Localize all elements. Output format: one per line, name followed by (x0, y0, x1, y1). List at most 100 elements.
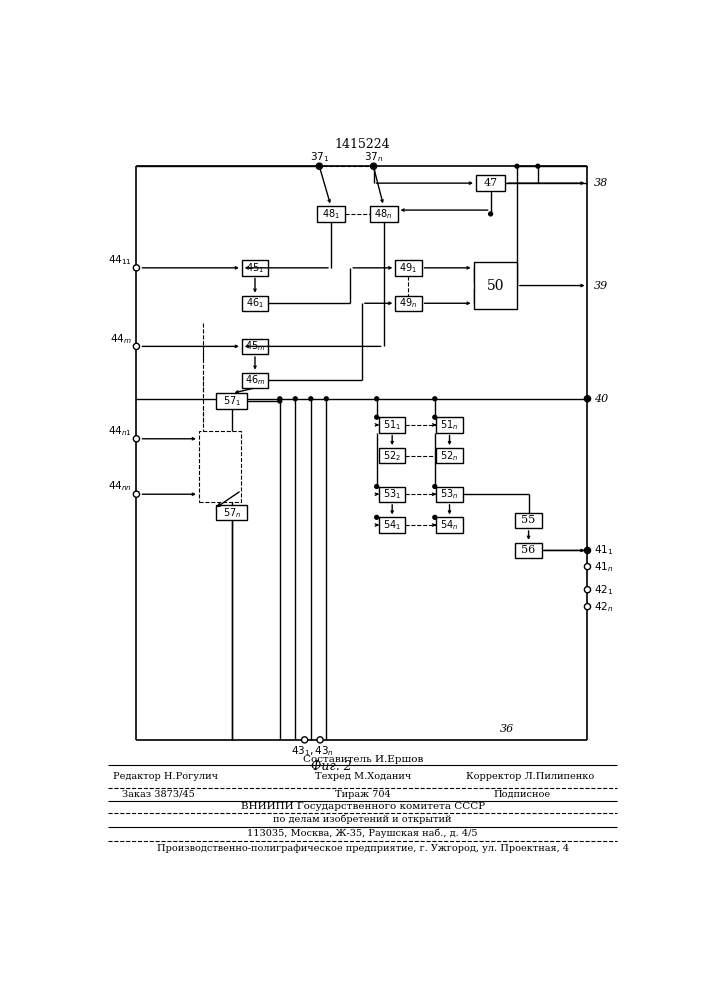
Text: $52_n$: $52_n$ (440, 449, 459, 463)
Text: $49_1$: $49_1$ (399, 261, 418, 275)
Circle shape (316, 163, 322, 169)
Text: $54_1$: $54_1$ (383, 518, 402, 532)
Circle shape (433, 485, 437, 488)
Bar (476, 175, 506, 191)
Text: $42_1$: $42_1$ (594, 583, 613, 597)
Bar (515, 543, 542, 558)
Text: Подписное: Подписное (493, 790, 551, 799)
Circle shape (585, 564, 590, 570)
Circle shape (433, 515, 437, 519)
Text: $53_n$: $53_n$ (440, 487, 459, 501)
Text: $48_1$: $48_1$ (322, 207, 340, 221)
Text: 39: 39 (594, 281, 608, 291)
Text: Составитель И.Ершов: Составитель И.Ершов (303, 755, 423, 764)
Circle shape (536, 164, 540, 168)
Text: 56: 56 (522, 545, 536, 555)
Text: $41_1$: $41_1$ (594, 544, 613, 557)
Circle shape (317, 737, 323, 743)
Text: по делам изобретений и открытий: по делам изобретений и открытий (274, 814, 452, 824)
Text: $51_1$: $51_1$ (383, 418, 402, 432)
Circle shape (515, 164, 519, 168)
Circle shape (585, 547, 590, 554)
Circle shape (134, 343, 139, 349)
Text: $37_1$: $37_1$ (310, 150, 329, 164)
Bar (242, 296, 268, 311)
Circle shape (372, 164, 375, 168)
Circle shape (585, 587, 590, 593)
Text: $45_1$: $45_1$ (246, 261, 264, 275)
Text: 38: 38 (594, 178, 608, 188)
Bar (317, 206, 345, 222)
Circle shape (325, 397, 328, 401)
Circle shape (370, 163, 377, 169)
Text: 50: 50 (486, 279, 504, 293)
Bar (242, 260, 268, 276)
Text: $44_{n1}$: $44_{n1}$ (108, 424, 132, 438)
Circle shape (317, 164, 321, 168)
Bar (436, 517, 462, 533)
Circle shape (585, 397, 590, 401)
Text: $37_n$: $37_n$ (364, 150, 383, 164)
Text: Производственно-полиграфическое предприятие, г. Ужгород, ул. Проектная, 4: Производственно-полиграфическое предприя… (157, 844, 569, 853)
Text: 40: 40 (594, 394, 608, 404)
Text: $42_n$: $42_n$ (594, 600, 613, 614)
Circle shape (278, 399, 281, 403)
Text: 1415224: 1415224 (335, 138, 390, 151)
Circle shape (433, 397, 437, 401)
Text: $41_n$: $41_n$ (594, 560, 613, 573)
Bar (436, 448, 462, 463)
Circle shape (375, 415, 379, 419)
Text: $57_n$: $57_n$ (223, 506, 241, 520)
Text: $46_m$: $46_m$ (245, 373, 265, 387)
Bar (379, 517, 405, 533)
Circle shape (134, 436, 139, 442)
Text: $52_2$: $52_2$ (383, 449, 401, 463)
Bar (395, 260, 421, 276)
Text: $57_1$: $57_1$ (223, 394, 241, 408)
Circle shape (375, 397, 379, 401)
Text: $45_m$: $45_m$ (245, 339, 265, 353)
Text: $53_1$: $53_1$ (383, 487, 402, 501)
Text: $48_n$: $48_n$ (375, 207, 393, 221)
Circle shape (433, 415, 437, 419)
Bar (395, 296, 421, 311)
Circle shape (134, 265, 139, 271)
Bar (515, 513, 542, 528)
Text: Фиг. 2: Фиг. 2 (310, 760, 351, 773)
Circle shape (309, 397, 312, 401)
Text: $43_1, 43_n$: $43_1, 43_n$ (291, 744, 334, 758)
Bar (242, 373, 268, 388)
Text: $44_{11}$: $44_{11}$ (108, 253, 132, 267)
Bar (379, 448, 405, 463)
Text: $44_{nn}$: $44_{nn}$ (107, 480, 132, 493)
Circle shape (375, 485, 379, 488)
Text: $54_n$: $54_n$ (440, 518, 459, 532)
Text: $46_1$: $46_1$ (246, 296, 264, 310)
Text: $44_m$: $44_m$ (110, 332, 132, 346)
Circle shape (278, 397, 281, 401)
Circle shape (585, 549, 590, 552)
Text: Техред М.Ходанич: Техред М.Ходанич (315, 772, 411, 781)
Bar (242, 339, 268, 354)
Text: 47: 47 (484, 178, 498, 188)
Bar (370, 206, 397, 222)
Bar (474, 262, 517, 309)
Text: Редактор Н.Рогулич: Редактор Н.Рогулич (113, 772, 218, 781)
Circle shape (585, 396, 590, 402)
Circle shape (301, 737, 308, 743)
Text: 55: 55 (522, 515, 536, 525)
Circle shape (585, 604, 590, 610)
Text: 36: 36 (500, 724, 514, 734)
Bar (436, 417, 462, 433)
Text: $51_n$: $51_n$ (440, 418, 459, 432)
Circle shape (375, 515, 379, 519)
Text: Корректор Л.Пилипенко: Корректор Л.Пилипенко (466, 772, 595, 781)
Circle shape (134, 491, 139, 497)
Circle shape (489, 212, 493, 216)
Bar (199, 431, 241, 502)
Bar (436, 487, 462, 502)
Circle shape (293, 397, 297, 401)
Text: Заказ 3873/45: Заказ 3873/45 (122, 790, 194, 799)
Bar (379, 417, 405, 433)
Text: ВНИИПИ Государственного комитета СССР: ВНИИПИ Государственного комитета СССР (240, 802, 485, 811)
